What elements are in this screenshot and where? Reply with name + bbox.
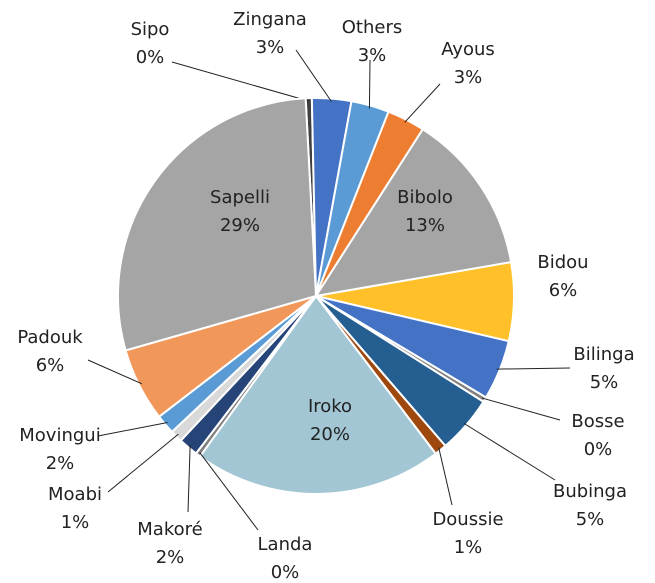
slice-label: Makoré (137, 519, 202, 540)
slice-value-label: 0% (584, 439, 613, 460)
slice-label: Movingui (19, 425, 100, 446)
slice-value-label: 6% (549, 280, 578, 301)
slice-label: Others (342, 17, 403, 38)
slice-label: Bubinga (553, 481, 627, 502)
slice-value-label: 3% (256, 37, 285, 58)
slice-label: Ayous (441, 39, 495, 60)
slice-value-label: 1% (61, 512, 90, 533)
leader-line (295, 49, 332, 102)
slice-label: Bibolo (397, 187, 453, 208)
pie-slice (313, 127, 513, 298)
slice-value-label: 6% (36, 355, 65, 376)
slice-value-label: 20% (310, 424, 350, 445)
slice-label: Sapelli (210, 187, 270, 208)
leader-line (97, 421, 168, 437)
pie-slice (117, 97, 318, 352)
slice-label: Landa (258, 534, 313, 555)
slice-value-label: 2% (46, 453, 75, 474)
slice-value-label: 29% (220, 215, 260, 236)
leader-line (463, 422, 556, 481)
slice-value-label: 5% (590, 372, 619, 393)
slice-label: Zingana (233, 9, 307, 30)
slice-value-label: 0% (271, 562, 300, 583)
slice-label: Iroko (308, 396, 352, 417)
leader-line (107, 433, 179, 493)
slice-label: Moabi (48, 484, 102, 505)
slice-label: Sipo (131, 19, 170, 40)
leader-line (171, 61, 309, 102)
slice-value-label: 1% (454, 537, 483, 558)
slice-label: Doussie (432, 509, 503, 530)
slice-value-label: 0% (136, 47, 165, 68)
slice-value-label: 13% (405, 215, 445, 236)
slice-label: Padouk (17, 327, 83, 348)
leader-line (368, 59, 371, 109)
leader-line (438, 447, 453, 506)
leader-line (187, 444, 191, 513)
leader-line (404, 83, 441, 123)
leader-line (482, 397, 561, 421)
leader-line (496, 367, 571, 370)
leader-line (199, 452, 259, 531)
slice-value-label: 3% (358, 45, 387, 66)
slice-value-label: 3% (454, 67, 483, 88)
slice-label: Bosse (571, 411, 624, 432)
leader-line (87, 359, 143, 385)
slice-value-label: 2% (156, 547, 185, 568)
slice-label: Bilinga (573, 344, 634, 365)
slice-value-label: 5% (576, 509, 605, 530)
slice-label: Bidou (537, 252, 588, 273)
pie-slice (198, 294, 438, 495)
